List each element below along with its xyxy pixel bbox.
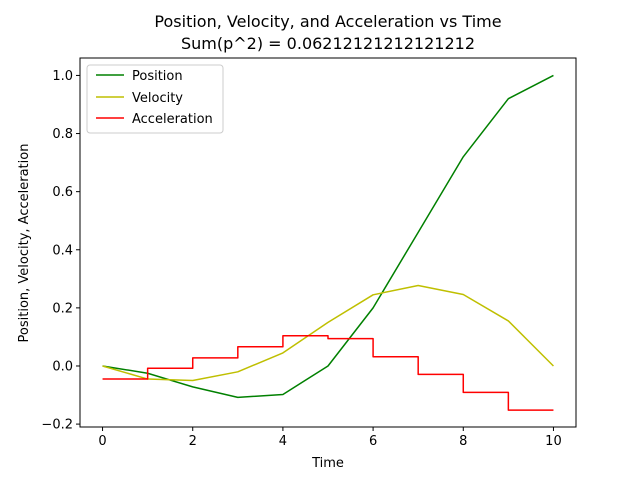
y-tick-label: −0.2 [41, 418, 73, 433]
y-tick-label: 0.2 [52, 301, 73, 316]
legend: Position Velocity Acceleration [86, 64, 224, 134]
series-line-acceleration [102, 335, 554, 411]
x-tick-label: 10 [545, 434, 562, 449]
legend-box [86, 64, 224, 134]
y-tick-label: 0.6 [52, 185, 73, 200]
x-tick-label: 2 [189, 434, 197, 449]
series-line-velocity [102, 284, 554, 382]
x-tick-label: 6 [369, 434, 377, 449]
legend-label-velocity: Velocity [132, 91, 183, 106]
y-tick-label: 0.0 [52, 359, 73, 374]
x-axis-ticks: 0 2 4 6 8 10 [98, 427, 562, 449]
x-tick-label: 4 [279, 434, 287, 449]
y-tick-label: 0.8 [52, 127, 73, 142]
y-axis-label: Position, Velocity, Acceleration [17, 144, 32, 343]
legend-label-position: Position [132, 69, 183, 84]
y-tick-label: 1.0 [52, 69, 73, 84]
chart-title: Position, Velocity, and Acceleration vs … [154, 12, 501, 31]
series-layer [102, 74, 554, 411]
x-tick-label: 0 [98, 434, 106, 449]
plot-frame [79, 57, 577, 428]
series-line-position [102, 74, 554, 399]
x-tick-label: 8 [459, 434, 467, 449]
x-axis-label: Time [311, 456, 344, 471]
y-axis-ticks: −0.2 0.0 0.2 0.4 0.6 0.8 1.0 [41, 69, 80, 433]
legend-label-acceleration: Acceleration [132, 112, 213, 127]
chart-subtitle: Sum(p^2) = 0.06212121212121212 [181, 34, 475, 53]
y-tick-label: 0.4 [52, 243, 73, 258]
